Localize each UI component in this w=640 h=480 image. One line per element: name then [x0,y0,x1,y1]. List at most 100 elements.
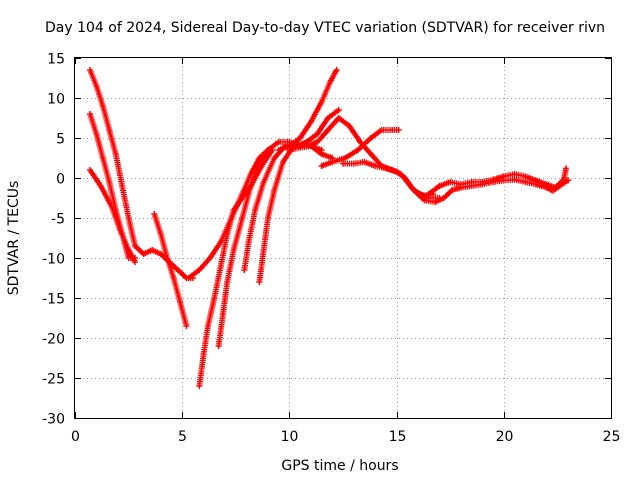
data-point [342,155,349,161]
data-point [112,151,119,157]
data-point [318,163,325,169]
data-point [307,119,314,125]
x-tick-labels: 0 5 10 15 20 25 [71,429,620,445]
y-tick-label: 15 [47,52,65,68]
data-point [318,151,325,157]
data-point [217,263,224,269]
axis-ticks [75,58,612,419]
data-point [157,231,164,237]
data-point [106,127,113,133]
data-point [402,175,409,181]
data-point [324,127,331,133]
data-point [230,207,237,213]
y-tick-label: 0 [56,172,65,188]
series-track-15 [410,176,572,205]
chart-title: Day 104 of 2024, Sidereal Day-to-day VTE… [45,20,605,36]
data-point [93,131,100,137]
data-point [395,127,402,133]
data-point [264,215,271,221]
series-track-6 [196,147,276,389]
data-point [149,247,156,253]
data-point [271,155,278,161]
data-point [117,227,124,233]
data-point [211,295,218,301]
grid-lines [75,58,611,418]
data-point [125,215,132,221]
data-point [389,127,396,133]
y-axis-label: SDTVAR / TECUs [6,181,22,296]
data-point [511,176,518,183]
series-track-8 [241,107,342,273]
data-point [457,184,464,191]
data-point [99,103,106,109]
data-point [522,173,529,180]
data-point [247,183,254,189]
data-point [314,139,321,145]
data-point [256,279,263,285]
data-point [286,147,293,153]
data-point [170,275,177,281]
data-point [132,243,139,249]
data-point [106,179,113,185]
data-point [174,267,181,273]
data-point [432,199,439,205]
series-markers [151,211,190,329]
data-point [260,179,267,185]
series-track-3 [87,167,139,265]
data-point [204,323,211,329]
series-markers [256,115,443,285]
data-point [410,187,417,193]
plot-frame [74,57,612,419]
series-track-12 [286,143,336,161]
data-point [275,139,282,145]
data-point [372,163,379,169]
data-point [271,187,278,193]
data-point [183,323,190,329]
y-tick-label: -10 [42,252,65,268]
data-point [522,179,529,185]
x-tick-label: 15 [389,429,407,445]
data-point [97,183,104,189]
data-point [314,131,321,137]
data-point [318,99,325,105]
data-point [367,135,374,141]
data-point [378,127,385,133]
data-point [329,155,336,161]
x-tick-label: 20 [496,429,514,445]
data-point [224,231,231,237]
data-point [87,111,94,117]
series-track-4 [151,211,190,329]
x-tick-label: 25 [603,429,621,445]
y-tick-label: -25 [42,372,65,388]
data-point [196,383,203,389]
data-point [361,159,368,165]
data-point [245,239,252,245]
data-point [421,197,428,204]
data-point [256,159,263,165]
data-point [297,135,304,141]
data-point [241,267,248,273]
data-point [324,115,331,121]
data-point [511,171,518,177]
data-point [132,259,139,265]
data-point [207,255,214,261]
data-point [99,155,106,161]
data-point [264,147,271,153]
data-point [335,107,342,113]
data-point [140,251,147,257]
data-series [87,67,572,389]
data-point [340,160,346,167]
data-point [558,181,565,188]
data-point [393,168,400,175]
data-point [157,251,164,257]
y-tick-label: -15 [42,292,65,308]
data-point [275,147,282,153]
x-tick-label: 5 [178,429,187,445]
y-tick-label: -20 [42,332,65,348]
series-track-13 [340,159,437,199]
data-point [355,147,362,153]
data-point [532,181,539,188]
y-tick-label: 10 [47,92,65,108]
